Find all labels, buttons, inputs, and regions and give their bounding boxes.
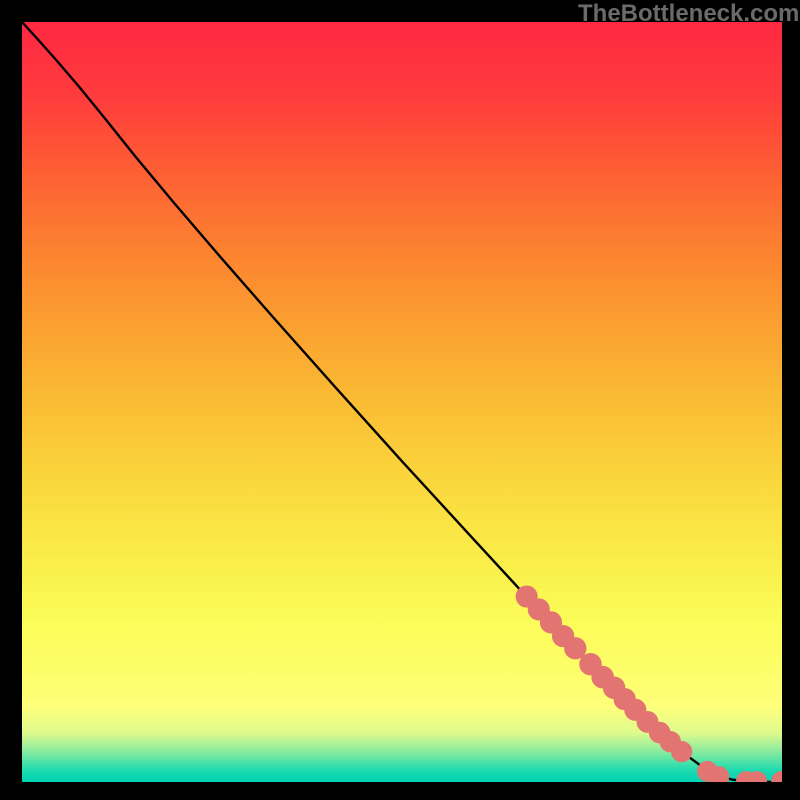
marker-dot	[772, 772, 782, 782]
plot-area	[22, 22, 782, 782]
marker-dot	[709, 767, 729, 782]
watermark-text: TheBottleneck.com	[578, 0, 799, 28]
curve-line	[22, 22, 782, 782]
marker-dot	[565, 638, 586, 659]
marker-group	[516, 586, 782, 782]
chart-svg	[22, 22, 782, 782]
marker-dot	[672, 742, 692, 762]
